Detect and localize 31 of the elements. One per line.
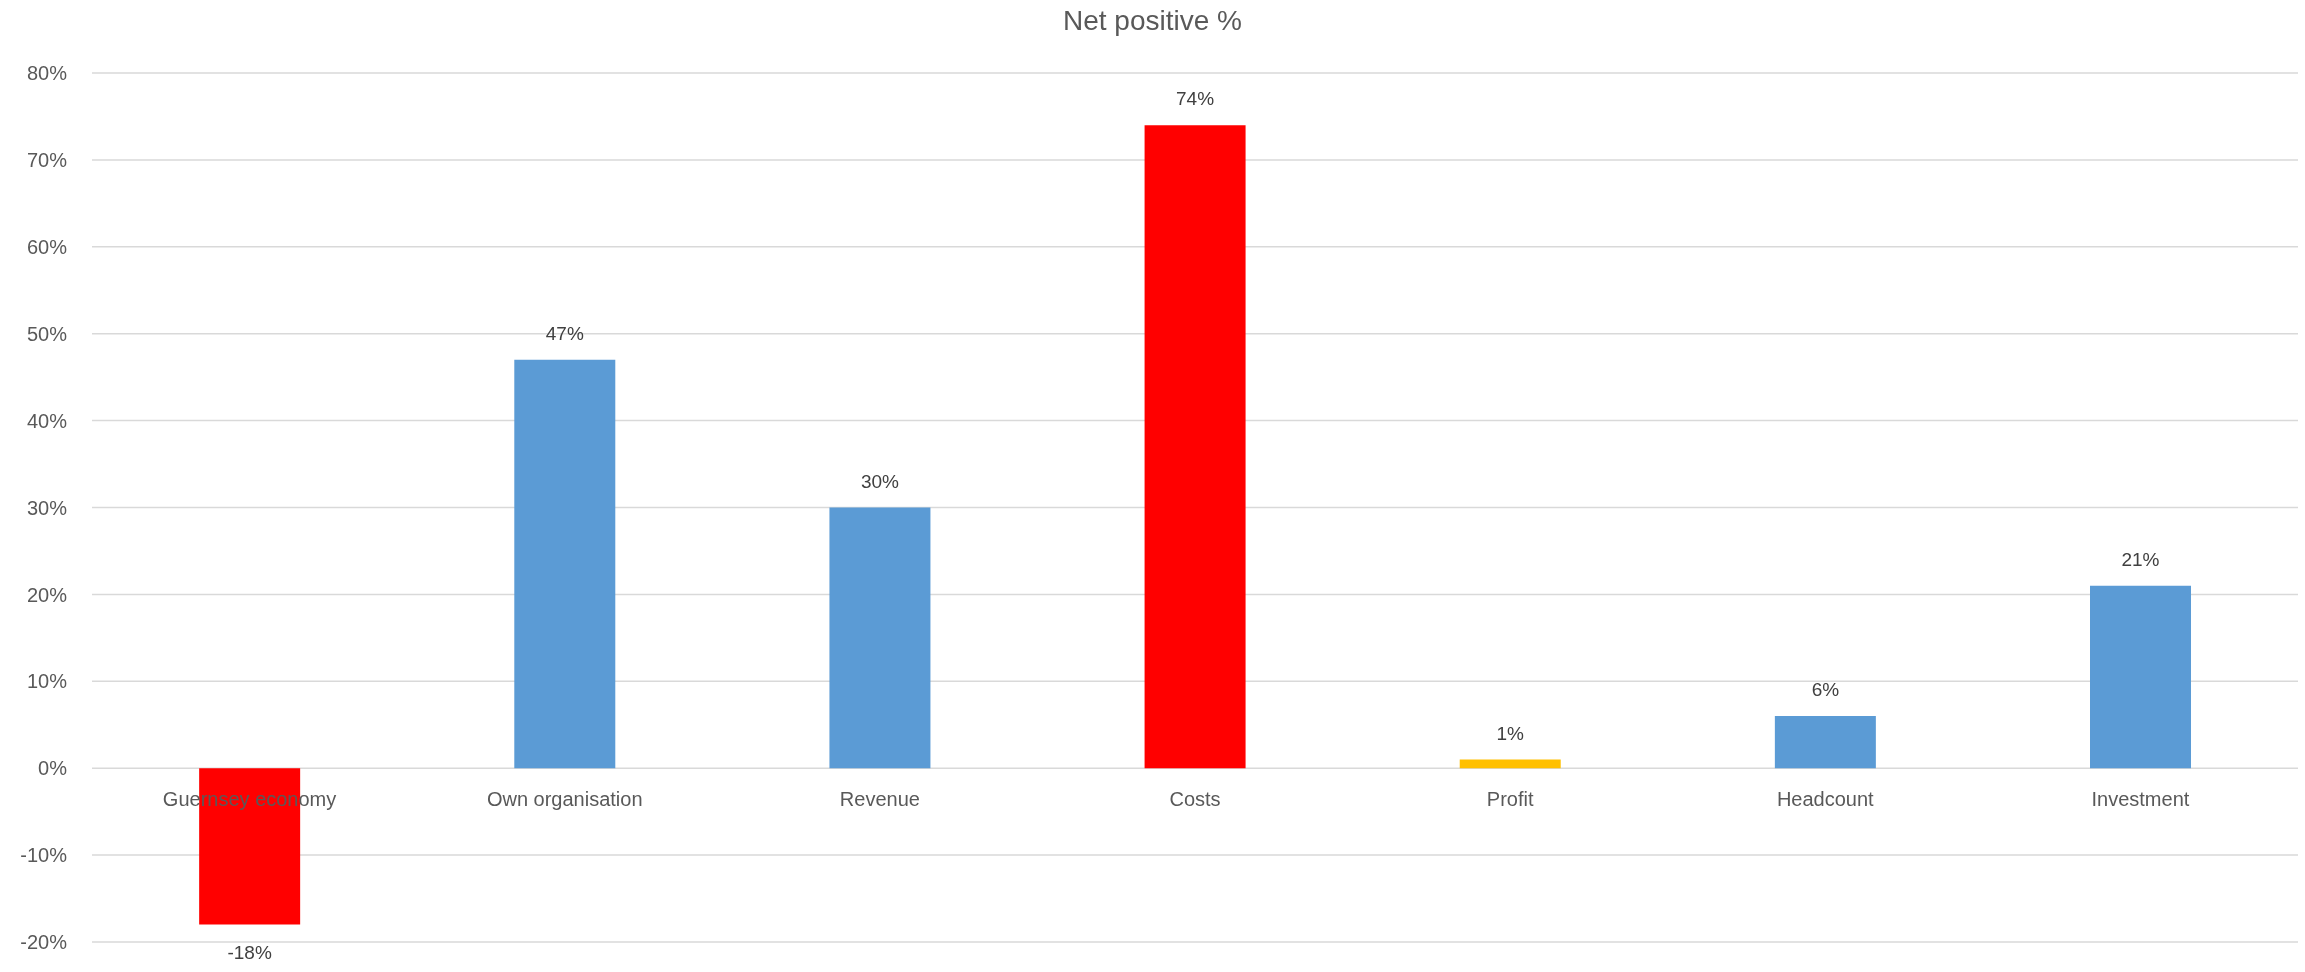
y-tick-label: 70% — [26, 149, 68, 171]
y-tick-label: 80% — [26, 62, 68, 85]
chart-title: Net positive % — [1062, 4, 1243, 38]
bar — [1459, 759, 1561, 769]
bar — [514, 359, 616, 769]
x-tick-label: Costs — [1169, 788, 1221, 811]
bar — [1774, 716, 1876, 769]
y-tick-label: -10% — [20, 844, 68, 867]
y-tick-label: -20% — [20, 931, 68, 954]
y-tick-label: 10% — [26, 670, 68, 693]
y-tick-label: 20% — [26, 583, 68, 606]
x-tick-label: Headcount — [1776, 788, 1875, 811]
y-tick-label: 0% — [38, 757, 68, 780]
data-label: 30% — [860, 470, 900, 492]
bar — [1144, 125, 1246, 769]
y-tick-label: 60% — [26, 235, 68, 258]
x-tick-label: Own organisation — [486, 788, 643, 811]
x-tick-label: Investment — [2091, 788, 2190, 811]
data-label: 74% — [1176, 88, 1215, 110]
data-label: 47% — [545, 322, 584, 344]
x-tick-label: Profit — [1486, 788, 1534, 811]
y-tick-label: 40% — [26, 409, 68, 432]
data-label: -18% — [227, 941, 272, 963]
data-label: 21% — [2121, 548, 2160, 570]
y-tick-label: 50% — [26, 322, 68, 345]
bar — [829, 507, 931, 769]
y-tick-label: 30% — [26, 496, 68, 519]
data-label: 1% — [1496, 722, 1525, 744]
data-label: 6% — [1811, 679, 1840, 701]
bar — [2090, 585, 2192, 769]
x-tick-label: Revenue — [839, 788, 920, 811]
